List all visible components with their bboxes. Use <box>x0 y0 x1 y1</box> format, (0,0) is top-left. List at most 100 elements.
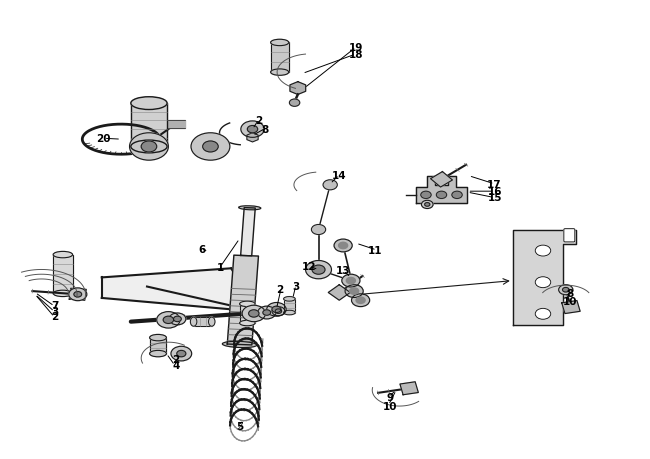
Polygon shape <box>247 133 258 142</box>
Circle shape <box>356 297 365 303</box>
Circle shape <box>169 313 186 325</box>
Text: 11: 11 <box>369 246 383 257</box>
Ellipse shape <box>209 317 215 326</box>
Circle shape <box>345 285 363 297</box>
Circle shape <box>69 288 87 301</box>
Ellipse shape <box>190 317 197 326</box>
Circle shape <box>424 202 430 206</box>
FancyBboxPatch shape <box>564 229 575 242</box>
Polygon shape <box>283 299 295 313</box>
Text: 4: 4 <box>172 361 180 371</box>
Circle shape <box>74 291 82 297</box>
Polygon shape <box>290 82 305 95</box>
Circle shape <box>342 274 360 287</box>
Text: 8: 8 <box>566 289 573 299</box>
Circle shape <box>311 224 326 235</box>
FancyBboxPatch shape <box>168 119 185 128</box>
Text: 5: 5 <box>236 421 243 431</box>
Circle shape <box>323 180 337 190</box>
Ellipse shape <box>283 310 295 315</box>
Text: 18: 18 <box>349 50 363 60</box>
Polygon shape <box>328 285 350 300</box>
Polygon shape <box>513 230 576 325</box>
Circle shape <box>191 133 230 160</box>
Text: 17: 17 <box>488 180 502 190</box>
Circle shape <box>535 277 551 288</box>
Text: 13: 13 <box>336 267 350 276</box>
Polygon shape <box>101 268 257 312</box>
Ellipse shape <box>270 39 289 45</box>
Text: 15: 15 <box>488 194 502 203</box>
Circle shape <box>350 288 359 294</box>
Polygon shape <box>150 338 166 353</box>
Text: 3: 3 <box>292 281 300 291</box>
Circle shape <box>203 141 218 152</box>
Circle shape <box>535 308 551 319</box>
Circle shape <box>171 346 192 361</box>
Circle shape <box>248 125 257 133</box>
Polygon shape <box>53 255 73 293</box>
Circle shape <box>241 121 264 137</box>
Text: 7: 7 <box>51 301 58 311</box>
Text: 9: 9 <box>386 393 393 403</box>
Circle shape <box>242 305 265 322</box>
Polygon shape <box>240 207 255 256</box>
Polygon shape <box>227 255 259 345</box>
Circle shape <box>249 310 259 317</box>
Circle shape <box>558 285 573 295</box>
Ellipse shape <box>131 140 167 153</box>
Circle shape <box>177 350 186 357</box>
Circle shape <box>562 287 569 292</box>
Circle shape <box>352 294 370 307</box>
Circle shape <box>346 277 356 284</box>
Polygon shape <box>70 288 86 300</box>
Text: 14: 14 <box>332 171 346 181</box>
Circle shape <box>141 141 157 152</box>
Text: 16: 16 <box>488 187 502 197</box>
Text: 2: 2 <box>172 354 180 364</box>
Polygon shape <box>240 304 255 323</box>
Circle shape <box>436 191 447 198</box>
Text: 2: 2 <box>255 116 263 126</box>
Circle shape <box>312 265 325 274</box>
Text: 12: 12 <box>302 262 316 272</box>
Circle shape <box>421 200 433 208</box>
Ellipse shape <box>53 290 73 297</box>
Text: 3: 3 <box>51 307 58 317</box>
Circle shape <box>289 99 300 106</box>
Polygon shape <box>415 176 467 203</box>
Text: 2: 2 <box>51 312 58 322</box>
Polygon shape <box>400 382 419 395</box>
Text: 10: 10 <box>382 402 397 412</box>
Text: 10: 10 <box>562 297 577 308</box>
Circle shape <box>275 309 281 313</box>
Text: 2: 2 <box>276 285 283 295</box>
Ellipse shape <box>150 335 166 341</box>
Circle shape <box>174 316 181 322</box>
Text: 20: 20 <box>96 134 111 144</box>
Circle shape <box>306 261 332 279</box>
Circle shape <box>272 306 281 313</box>
Circle shape <box>272 307 285 316</box>
Circle shape <box>157 312 180 328</box>
Ellipse shape <box>283 297 295 301</box>
Circle shape <box>257 306 276 319</box>
Ellipse shape <box>240 301 255 307</box>
Ellipse shape <box>270 69 289 75</box>
Ellipse shape <box>222 341 257 347</box>
Ellipse shape <box>131 97 167 110</box>
Circle shape <box>129 133 168 160</box>
Circle shape <box>266 302 286 316</box>
Ellipse shape <box>150 350 166 357</box>
Polygon shape <box>194 317 212 326</box>
Circle shape <box>163 316 174 324</box>
Text: 6: 6 <box>198 245 205 255</box>
Ellipse shape <box>53 252 73 258</box>
Circle shape <box>452 191 462 198</box>
Circle shape <box>263 310 270 315</box>
Text: 8: 8 <box>262 125 269 135</box>
Ellipse shape <box>239 206 261 210</box>
Polygon shape <box>131 103 167 146</box>
Text: 19: 19 <box>349 43 363 53</box>
Circle shape <box>334 239 352 252</box>
